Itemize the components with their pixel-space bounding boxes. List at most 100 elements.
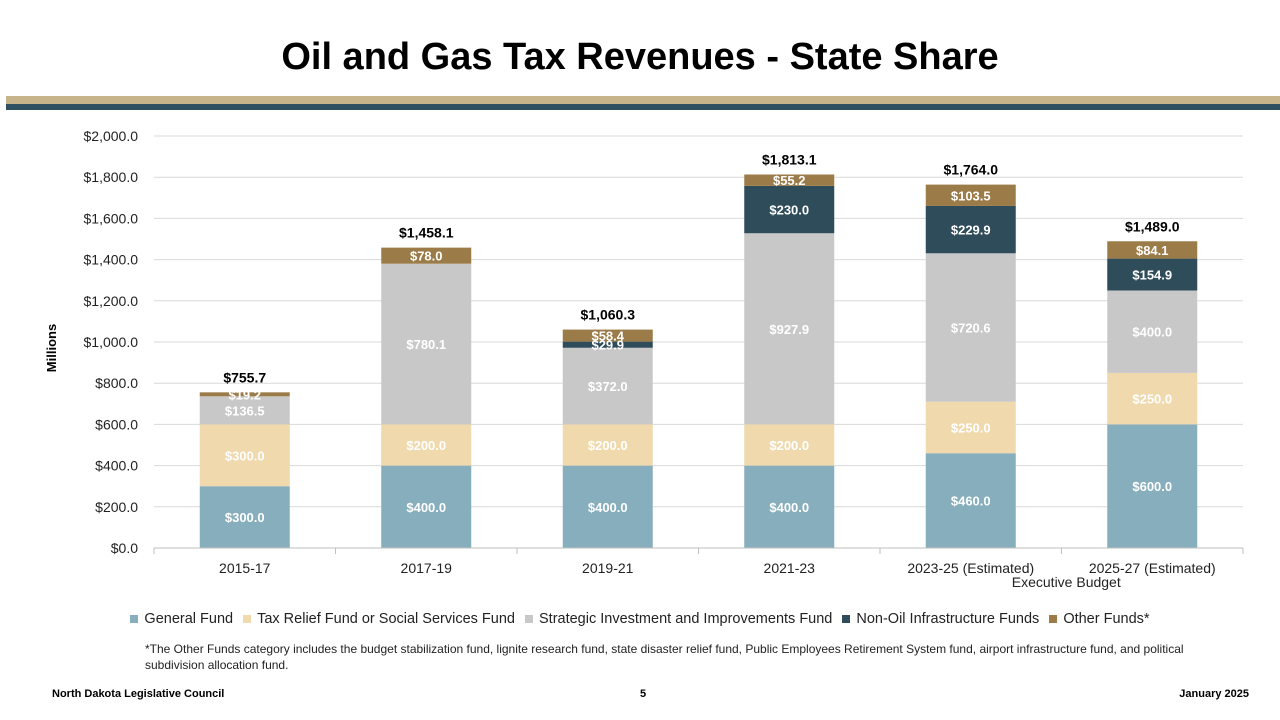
x-tick-label: 2025-27 (Estimated) bbox=[1089, 560, 1216, 576]
segment-value-label: $200.0 bbox=[406, 438, 446, 453]
legend-swatch bbox=[842, 615, 851, 623]
gridlines bbox=[154, 135, 1243, 508]
total-value-label: $1,458.1 bbox=[399, 225, 454, 241]
y-tick-label: $1,600.0 bbox=[84, 210, 139, 226]
segment-value-label: $103.5 bbox=[951, 188, 991, 203]
segment-value-label: $250.0 bbox=[951, 420, 991, 435]
legend-label: Non-Oil Infrastructure Funds bbox=[856, 611, 1040, 627]
total-value-label: $1,764.0 bbox=[944, 162, 999, 178]
bar-segment bbox=[199, 486, 290, 548]
segment-value-label: $29.9 bbox=[591, 338, 624, 353]
segment-value-label: $250.0 bbox=[1132, 392, 1172, 407]
y-tick-label: $200.0 bbox=[95, 499, 138, 515]
legend-item: Tax Relief Fund or Social Services Fund bbox=[243, 611, 515, 627]
bar-segment bbox=[1107, 258, 1198, 291]
total-value-label: $1,489.0 bbox=[1125, 218, 1180, 234]
segment-value-label: $154.9 bbox=[1132, 268, 1172, 283]
bar-segment bbox=[744, 185, 835, 234]
bar-segment bbox=[381, 465, 472, 548]
footer-date: January 2025 bbox=[1179, 688, 1249, 700]
bar-segment bbox=[562, 341, 653, 348]
legend-item: Strategic Investment and Improvements Fu… bbox=[525, 611, 832, 627]
bar-segment bbox=[744, 424, 835, 466]
y-tick-label: $1,400.0 bbox=[84, 252, 139, 268]
y-tick-label: $600.0 bbox=[95, 416, 138, 432]
segment-value-label: $55.2 bbox=[773, 173, 806, 188]
legend-swatch bbox=[243, 615, 252, 623]
bar-segment bbox=[381, 263, 472, 425]
page-title: Oil and Gas Tax Revenues - State Share bbox=[281, 36, 999, 78]
segment-value-label: $780.1 bbox=[406, 337, 446, 352]
bar-segment bbox=[925, 253, 1016, 402]
bars bbox=[199, 174, 1198, 548]
y-tick-label: $1,200.0 bbox=[84, 293, 139, 309]
legend-label: Tax Relief Fund or Social Services Fund bbox=[257, 611, 515, 627]
x-tick-label: 2017-19 bbox=[401, 560, 453, 576]
legend-label: General Fund bbox=[144, 611, 234, 627]
header-band-slate bbox=[6, 104, 1280, 110]
legend-label: Other Funds* bbox=[1063, 611, 1150, 627]
legend: General Fund Tax Relief Fund or Social Se… bbox=[0, 611, 1280, 627]
x-tick-label: 2015-17 bbox=[219, 560, 271, 576]
y-tick-label: $1,800.0 bbox=[84, 169, 139, 185]
footer-organization: North Dakota Legislative Council bbox=[52, 688, 225, 700]
bar-segment bbox=[199, 424, 290, 487]
bar-segment bbox=[381, 424, 472, 466]
bar-segment bbox=[925, 401, 1016, 454]
legend-item: Non-Oil Infrastructure Funds bbox=[842, 611, 1039, 627]
segment-value-label: $400.0 bbox=[769, 500, 809, 515]
segment-value-label: $400.0 bbox=[1132, 325, 1172, 340]
x-tick-label: 2023-25 (Estimated) bbox=[907, 560, 1034, 576]
segment-value-label: $300.0 bbox=[225, 448, 265, 463]
segment-value-label: $300.0 bbox=[225, 510, 265, 525]
legend-swatch bbox=[130, 615, 139, 623]
legend-item: Other Funds* bbox=[1049, 611, 1150, 627]
bar-segment bbox=[1107, 372, 1198, 425]
bar-segment bbox=[925, 453, 1016, 548]
footnote: *The Other Funds category includes the b… bbox=[145, 642, 1184, 672]
y-axis-label: Millions bbox=[44, 324, 59, 372]
x-tick-sublabel: Executive Budget bbox=[1012, 574, 1121, 590]
y-tick-label: $0.0 bbox=[111, 540, 138, 556]
legend-item: General Fund bbox=[130, 611, 233, 627]
segment-value-label: $19.2 bbox=[228, 387, 261, 402]
segment-value-label: $372.0 bbox=[588, 379, 628, 394]
bar-segment bbox=[562, 465, 653, 548]
segment-value-label: $400.0 bbox=[406, 500, 446, 515]
bar-segment bbox=[381, 247, 472, 264]
segment-value-label: $78.0 bbox=[410, 249, 443, 264]
total-value-label: $1,813.1 bbox=[762, 152, 817, 168]
bar-segment bbox=[925, 184, 1016, 206]
segment-value-label: $58.4 bbox=[591, 329, 624, 344]
x-tick-label: 2019-21 bbox=[582, 560, 634, 576]
segment-value-label: $600.0 bbox=[1132, 479, 1172, 494]
y-tick-label: $400.0 bbox=[95, 458, 138, 474]
axes: $0.0 $200.0 $400.0 $600.0 $800.0 $1,000.0 $1,2… bbox=[44, 128, 1244, 590]
bar-segment bbox=[1107, 290, 1198, 373]
segment-value-label: $400.0 bbox=[588, 500, 628, 515]
y-tick-label: $1,000.0 bbox=[84, 334, 139, 350]
bar-segment bbox=[562, 424, 653, 466]
segment-value-label: $200.0 bbox=[769, 438, 809, 453]
segment-value-label: $720.6 bbox=[951, 321, 991, 336]
bar-segment bbox=[744, 233, 835, 425]
segment-value-label: $229.9 bbox=[951, 223, 991, 238]
total-value-label: $1,060.3 bbox=[581, 307, 636, 323]
bar-segment bbox=[562, 347, 653, 425]
segment-value-label: $230.0 bbox=[769, 203, 809, 218]
segment-value-label: $84.1 bbox=[1136, 243, 1169, 258]
bar-segment bbox=[199, 396, 290, 425]
y-tick-label: $2,000.0 bbox=[84, 128, 139, 144]
bar-segment bbox=[1107, 241, 1198, 259]
legend-swatch bbox=[1049, 615, 1058, 623]
legend-swatch bbox=[525, 615, 533, 623]
bar-segment bbox=[744, 174, 835, 186]
bar-segment bbox=[199, 392, 290, 397]
footer-page-number: 5 bbox=[640, 688, 647, 700]
segment-value-label: $927.9 bbox=[769, 322, 809, 337]
x-tick-label: 2021-23 bbox=[764, 560, 816, 576]
segment-value-label: $460.0 bbox=[951, 494, 991, 509]
bar-segment bbox=[562, 329, 653, 342]
bar-segment bbox=[925, 205, 1016, 254]
stacked-bar-chart: $300.0 $300.0 $136.5$19.2 $755.7 $400.0 $200.… bbox=[44, 128, 1244, 590]
